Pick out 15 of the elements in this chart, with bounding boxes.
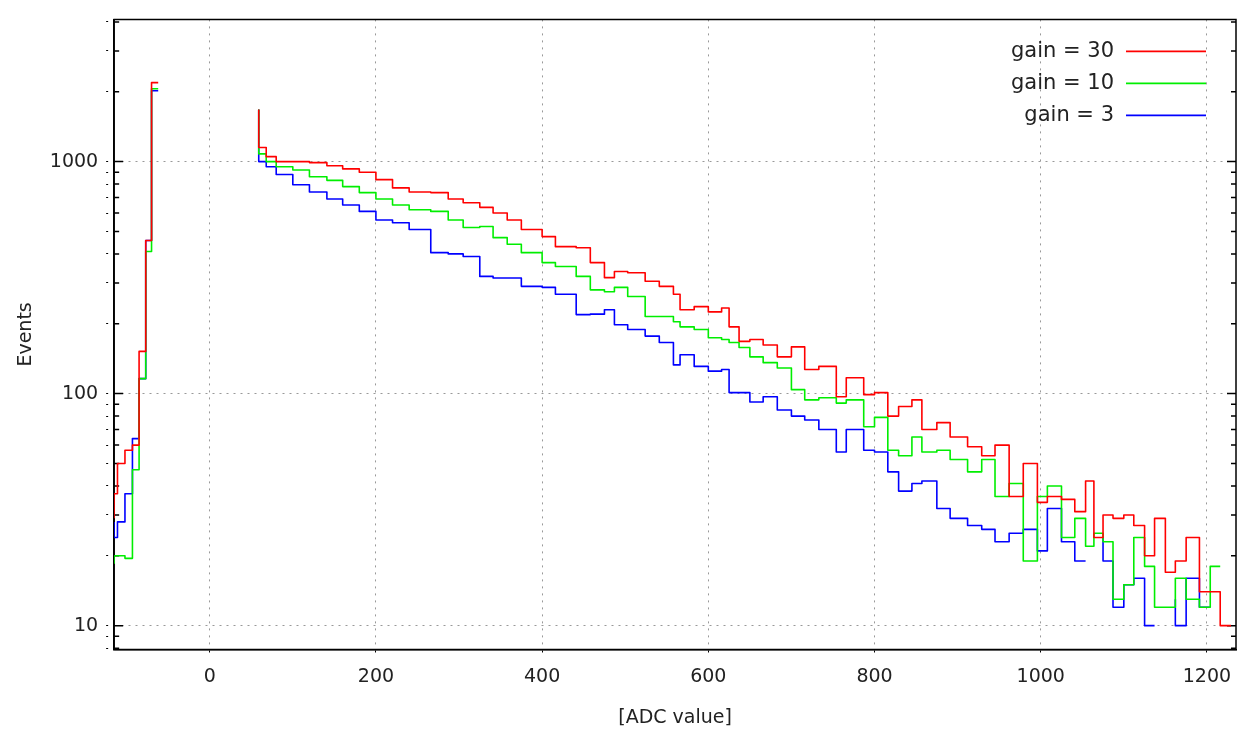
x-tick-label: 1000	[1016, 663, 1065, 686]
y-tick-label: 10	[73, 612, 99, 635]
y-tick-label: 100	[61, 380, 99, 403]
legend-label: gain = 3	[1024, 101, 1114, 126]
x-tick-label: 0	[203, 663, 216, 686]
x-tick-label: 400	[523, 663, 561, 686]
legend-label: gain = 10	[1010, 69, 1114, 94]
x-axis-title: [ADC value]	[618, 704, 732, 727]
x-tick-label: 1200	[1182, 663, 1232, 686]
x-tick-label: 200	[357, 663, 395, 686]
x-tick-label: 800	[856, 663, 893, 686]
y-axis-title: Events	[13, 302, 36, 367]
legend-label: gain = 30	[1010, 37, 1114, 62]
x-tick-label: 600	[690, 663, 727, 686]
y-tick-label: 1000	[49, 148, 99, 171]
